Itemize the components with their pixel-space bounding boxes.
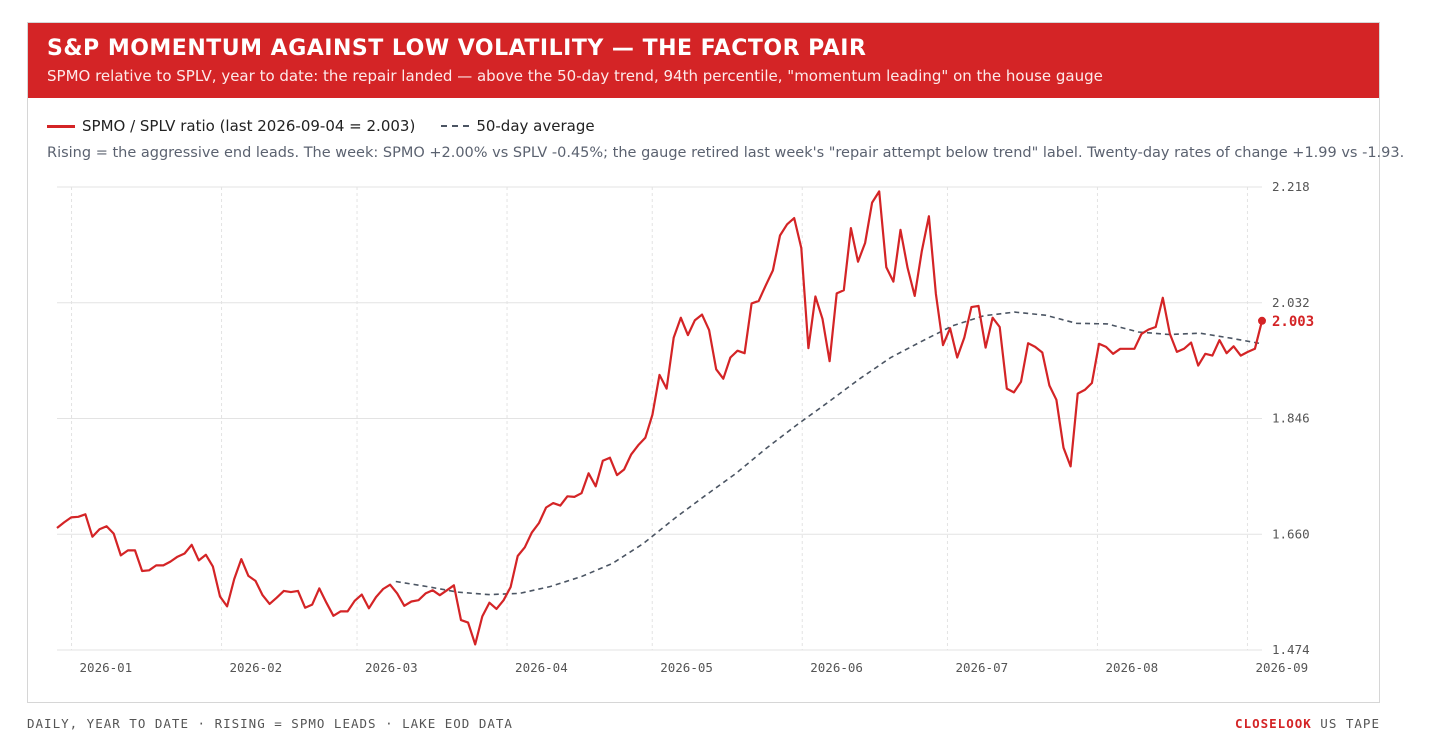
chart-card: S&P MOMENTUM AGAINST LOW VOLATILITY — TH…: [27, 22, 1404, 703]
title-banner: S&P MOMENTUM AGAINST LOW VOLATILITY — TH…: [28, 23, 1379, 98]
legend: SPMO / SPLV ratio (last 2026-09-04 = 2.0…: [47, 117, 595, 135]
last-value-marker: [1258, 316, 1266, 325]
footer-credit: CLOSELOOK US TAPE: [1235, 716, 1380, 731]
x-tick-label: 2026-08: [1105, 660, 1158, 675]
y-tick-label: 1.846: [1272, 411, 1310, 426]
x-tick-label: 2026-07: [955, 660, 1008, 675]
y-tick-label: 2.218: [1272, 179, 1310, 194]
chart-subtitle: SPMO relative to SPLV, year to date: the…: [47, 67, 1103, 85]
legend-ratio-label: SPMO / SPLV ratio (last 2026-09-04 = 2.0…: [82, 117, 416, 135]
series-line-50-day-average: [395, 311, 1263, 596]
x-tick-label: 2026-01: [80, 660, 133, 675]
x-tick-label: 2026-05: [660, 660, 713, 675]
x-tick-label: 2026-04: [515, 660, 568, 675]
legend-average-label: 50-day average: [476, 117, 595, 135]
footer-credit-suffix: US TAPE: [1311, 716, 1380, 731]
legend-ratio-swatch: [47, 124, 75, 128]
chart-note: Rising = the aggressive end leads. The w…: [47, 145, 1405, 161]
y-tick-label: 1.660: [1272, 526, 1310, 541]
last-value-label: 2.003: [1272, 314, 1314, 330]
x-tick-label: 2026-03: [365, 660, 418, 675]
footer-brand: CLOSELOOK: [1235, 716, 1312, 731]
x-tick-label: 2026-02: [230, 660, 283, 675]
footer-source: DAILY, YEAR TO DATE · RISING = SPMO LEAD…: [27, 716, 513, 731]
legend-average-swatch: [441, 125, 470, 127]
y-tick-label: 1.474: [1272, 642, 1310, 657]
x-tick-label: 2026-06: [810, 660, 863, 675]
x-tick-label: 2026-09: [1255, 660, 1308, 675]
y-tick-label: 2.032: [1272, 295, 1310, 310]
chart-title: S&P MOMENTUM AGAINST LOW VOLATILITY — TH…: [47, 36, 867, 61]
series-line-spmo-splv-ratio: [56, 190, 1264, 646]
